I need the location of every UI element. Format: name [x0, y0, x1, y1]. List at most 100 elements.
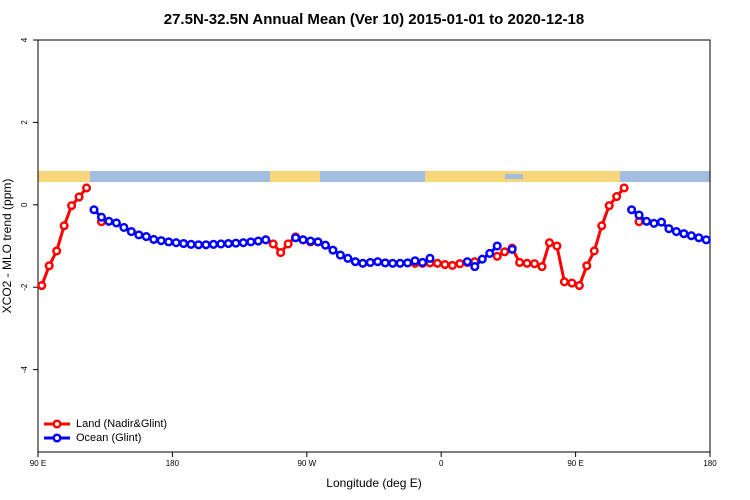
data-point — [328, 245, 338, 255]
data-point — [694, 233, 704, 243]
x-tick-label: 90 W — [297, 459, 316, 468]
data-point — [171, 238, 181, 248]
data-point — [686, 231, 696, 241]
data-point — [582, 261, 592, 271]
y-tick-label: -2 — [20, 283, 29, 291]
data-point — [470, 262, 480, 272]
data-point — [81, 183, 92, 193]
data-point — [238, 238, 248, 248]
data-point — [119, 222, 129, 233]
data-point — [477, 254, 487, 264]
data-point — [403, 258, 413, 268]
data-point — [597, 221, 607, 231]
data-point — [208, 239, 219, 249]
data-point — [507, 244, 517, 254]
data-point — [552, 241, 562, 251]
data-point — [619, 183, 629, 193]
data-point — [186, 239, 196, 249]
x-tick-label: 180 — [166, 459, 180, 468]
data-point — [365, 257, 375, 268]
data-point — [380, 258, 390, 268]
data-point — [664, 224, 674, 234]
data-point — [216, 239, 226, 249]
x-tick-label: 180 — [703, 459, 717, 468]
data-point — [529, 259, 540, 269]
data-point — [261, 235, 271, 245]
land-mask-strip — [38, 171, 710, 182]
data-point — [515, 257, 525, 268]
data-point — [134, 230, 144, 240]
data-point — [492, 241, 502, 251]
data-point — [574, 281, 584, 291]
series-line — [92, 208, 707, 269]
data-point — [485, 248, 495, 258]
data-point — [149, 234, 159, 244]
data-point — [455, 259, 465, 269]
data-point — [432, 258, 443, 268]
data-point — [634, 210, 644, 220]
data-point — [298, 235, 308, 245]
data-point — [231, 238, 241, 248]
data-point — [395, 258, 405, 268]
y-tick-label: -4 — [20, 365, 29, 373]
data-point — [201, 240, 211, 250]
data-point — [268, 239, 278, 249]
data-point — [671, 227, 681, 237]
data-point — [612, 192, 622, 202]
y-tick-label: 2 — [20, 120, 29, 125]
legend-marker — [52, 433, 62, 443]
chart-title: 27.5N-32.5N Annual Mean (Ver 10) 2015-01… — [164, 11, 584, 28]
data-point — [649, 218, 659, 228]
data-point — [350, 257, 360, 267]
data-point — [96, 212, 107, 222]
data-point — [253, 236, 263, 246]
data-point — [276, 248, 286, 258]
y-tick-label: 4 — [20, 37, 29, 42]
data-point — [74, 192, 84, 202]
data-point — [104, 216, 114, 226]
data-point — [701, 235, 711, 245]
data-point — [567, 278, 577, 288]
data-point — [500, 247, 510, 257]
data-point — [89, 205, 99, 215]
data-point — [492, 251, 502, 261]
data-point — [156, 236, 166, 246]
data-point — [537, 262, 547, 272]
y-axis-label: XCO2 - MLO trend (ppm) — [0, 179, 14, 314]
data-point — [641, 216, 652, 226]
data-point — [522, 258, 532, 268]
x-axis-label: Longitude (deg E) — [326, 476, 421, 490]
data-point — [589, 246, 599, 256]
data-point — [410, 256, 420, 266]
x-tick-label: 90 E — [30, 459, 46, 468]
data-point — [604, 201, 614, 211]
data-point — [141, 231, 151, 242]
data-point — [313, 237, 323, 247]
data-point — [246, 237, 256, 247]
data-point — [373, 257, 383, 267]
x-tick-label: 90 E — [567, 459, 583, 468]
data-point — [320, 240, 331, 250]
data-point — [417, 257, 428, 268]
data-point — [126, 227, 136, 237]
data-point — [440, 259, 450, 270]
data-point — [388, 258, 398, 268]
x-tick-label: 0 — [439, 459, 444, 468]
data-point — [447, 260, 457, 270]
plot-frame — [37, 39, 711, 453]
data-point — [179, 238, 189, 249]
data-point — [305, 236, 316, 246]
data-point — [67, 201, 77, 211]
data-point — [59, 221, 69, 231]
data-point — [544, 238, 555, 248]
data-point — [283, 239, 293, 249]
y-tick-label: 0 — [20, 202, 29, 207]
data-point — [462, 257, 472, 267]
data-point — [679, 229, 689, 239]
legend-marker — [52, 419, 62, 429]
data-point — [44, 261, 54, 271]
data-point — [52, 246, 62, 256]
data-point — [291, 233, 301, 243]
data-point — [37, 281, 47, 291]
series-line — [42, 188, 639, 286]
